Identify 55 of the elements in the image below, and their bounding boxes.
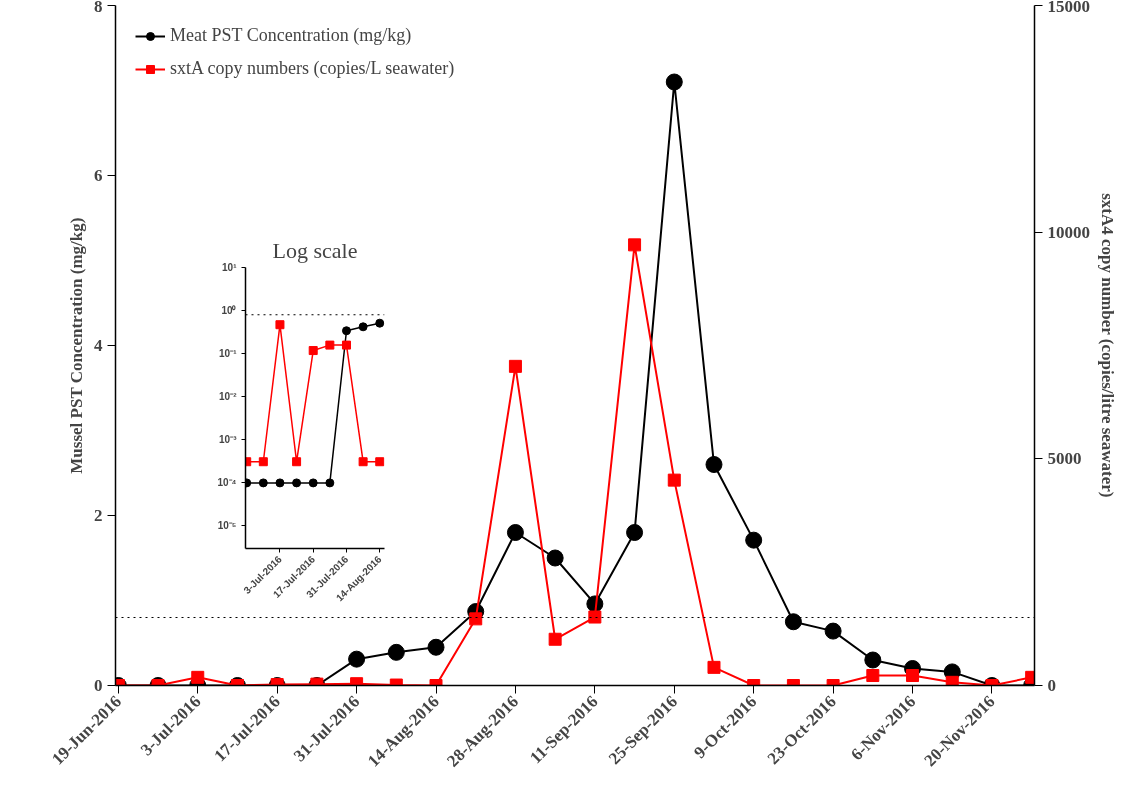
point: [258, 457, 268, 467]
point: [745, 531, 763, 549]
point: [341, 326, 351, 336]
legend-label: Meat PST Concentration (mg/kg): [170, 25, 412, 46]
y2-tick-label: 10000: [1047, 222, 1090, 242]
y2-axis-title: sxtA4 copy number (copies/litre seawater): [1098, 193, 1117, 498]
point: [292, 478, 302, 488]
point: [628, 238, 642, 252]
point: [548, 632, 562, 646]
y-axis-title: Mussel PST Concentration (mg/kg): [67, 217, 86, 474]
point: [626, 524, 644, 541]
point: [348, 650, 366, 668]
point: [506, 524, 524, 541]
y-tick-label: 4: [94, 336, 103, 355]
y-tick-label: 2: [94, 506, 103, 525]
point: [341, 340, 351, 350]
point: [308, 346, 318, 356]
point: [308, 478, 318, 488]
point: [275, 320, 285, 330]
point: [588, 610, 602, 624]
y-tick-label: 10⁻²: [219, 391, 238, 403]
point: [667, 473, 681, 487]
point: [824, 622, 842, 640]
point: [508, 359, 522, 373]
y-tick-label: 10⁻⁵: [217, 520, 237, 532]
point: [705, 456, 723, 473]
point: [325, 340, 335, 350]
point: [258, 478, 268, 488]
point: [427, 638, 445, 656]
point: [358, 457, 368, 467]
legend-label: sxtA copy numbers (copies/L seawater): [170, 58, 455, 79]
y-tick-label: 10⁻¹: [219, 348, 238, 360]
point: [665, 73, 683, 91]
point: [325, 478, 335, 488]
point: [358, 322, 368, 332]
point: [375, 457, 385, 467]
chart-title: Log scale: [272, 237, 358, 263]
point: [546, 549, 564, 567]
y2-tick-label: 5000: [1047, 449, 1082, 469]
y2-tick-label: 15000: [1047, 0, 1090, 16]
y-tick-label: 6: [94, 166, 103, 185]
y-tick-label: 10⁰: [221, 305, 237, 317]
y-tick-label: 10¹: [222, 262, 238, 273]
y-tick-label: 0: [94, 676, 103, 695]
y-tick-label: 10⁻³: [219, 434, 238, 446]
point: [945, 675, 959, 686]
point: [784, 613, 802, 631]
point: [275, 478, 285, 488]
y-tick-label: 10⁻⁴: [217, 477, 237, 489]
point: [864, 651, 882, 669]
y2-tick-label: 0: [1047, 676, 1056, 695]
point: [387, 643, 405, 661]
point: [292, 457, 302, 467]
y-tick-label: 8: [94, 0, 103, 16]
point: [375, 318, 385, 328]
